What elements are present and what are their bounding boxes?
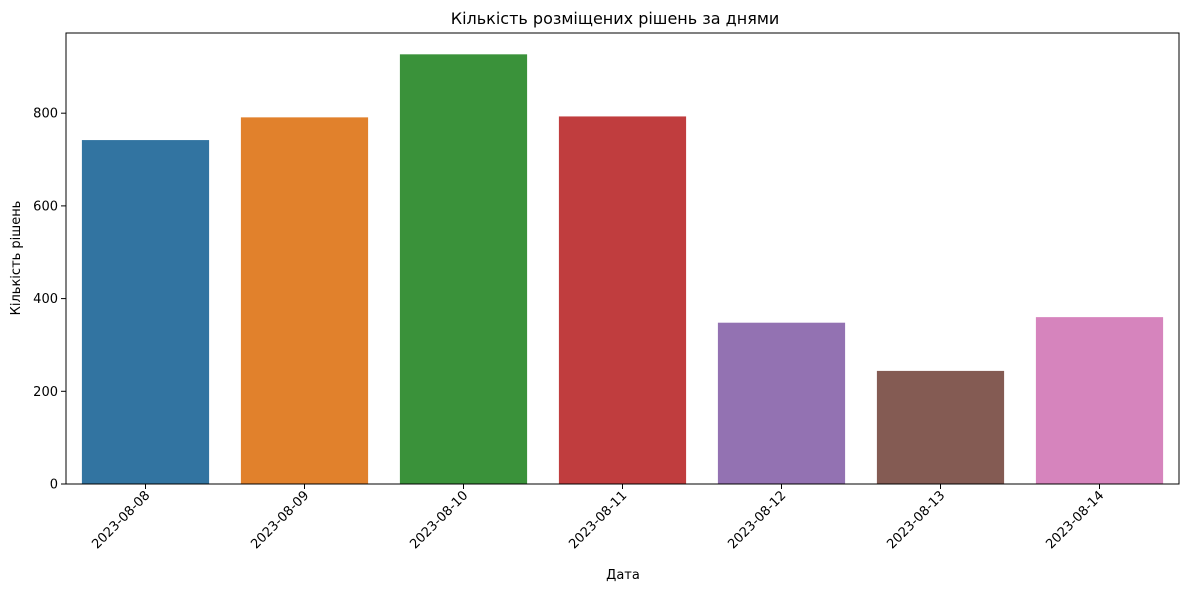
y-tick-label: 800 (33, 107, 58, 122)
bar-2023-08-14 (1035, 317, 1164, 484)
bar-2023-08-11 (558, 116, 687, 485)
y-axis-label: Кількість рішень (9, 201, 24, 316)
plot-frame (65, 32, 1180, 485)
y-tick-label: 400 (33, 292, 58, 307)
x-tick-label: 2023-08-09 (248, 488, 312, 552)
x-tick-label: 2023-08-14 (1043, 488, 1107, 552)
x-axis: 2023-08-08 2023-08-09 2023-08-10 2023-08-11… (89, 484, 1107, 552)
bar-2023-08-12 (717, 322, 846, 484)
x-axis-label: Дата (606, 568, 640, 583)
bar-2023-08-10 (399, 54, 528, 484)
x-tick-label: 2023-08-08 (89, 488, 153, 552)
bars-group (81, 54, 1164, 485)
y-tick-label: 0 (50, 478, 58, 493)
x-tick-label: 2023-08-12 (725, 488, 789, 552)
x-tick-label: 2023-08-11 (566, 488, 630, 552)
chart-title: Кількість розміщених рішень за днями (451, 9, 780, 28)
x-tick-label: 2023-08-10 (407, 488, 471, 552)
x-tick-label: 2023-08-13 (884, 488, 948, 552)
bar-2023-08-13 (876, 370, 1005, 484)
bar-2023-08-09 (240, 117, 369, 484)
y-tick-label: 600 (33, 199, 58, 214)
y-axis: 0 200 400 600 800 (33, 107, 66, 493)
y-tick-label: 200 (33, 385, 58, 400)
bar-2023-08-08 (81, 140, 210, 484)
